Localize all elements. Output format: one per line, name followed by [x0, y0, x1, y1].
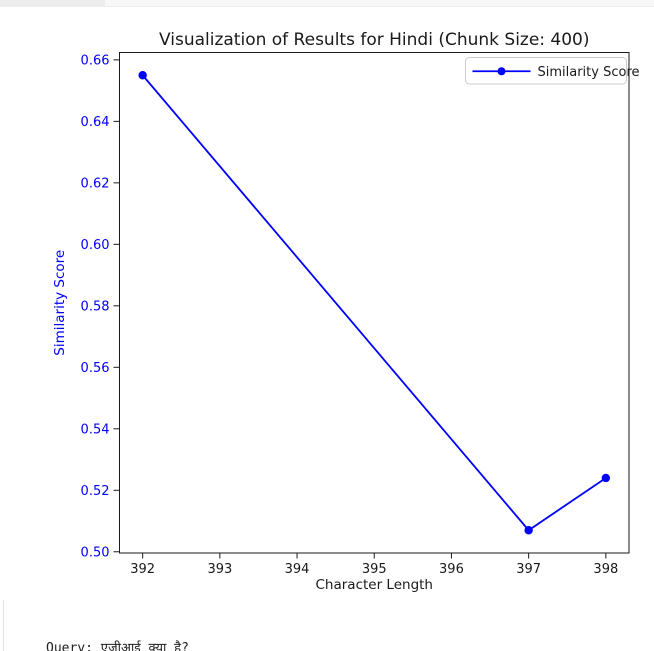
chart-title: Visualization of Results for Hindi (Chun…	[159, 30, 590, 50]
x-tick-label: 395	[362, 562, 387, 577]
notebook-top-strip	[0, 0, 654, 7]
query-text: Query: एजीआई क्या है?	[46, 641, 189, 651]
data-point	[524, 526, 533, 535]
line-chart: Visualization of Results for Hindi (Chun…	[52, 30, 640, 593]
data-point	[138, 71, 147, 80]
y-tick-label: 0.50	[81, 545, 110, 560]
console-output: Query: एजीआई क्या है? Average Similarity…	[46, 601, 234, 651]
data-point	[601, 473, 611, 483]
x-tick-label: 398	[593, 562, 618, 577]
y-tick-label: 0.54	[81, 422, 110, 437]
y-tick-label: 0.58	[81, 299, 110, 314]
plot-frame	[119, 52, 630, 554]
legend-sample-marker	[497, 67, 506, 76]
x-tick-label: 397	[516, 562, 541, 577]
legend-box	[465, 57, 627, 85]
y-tick-label: 0.66	[81, 53, 110, 68]
x-tick-label: 393	[207, 562, 232, 577]
x-tick-label: 394	[285, 562, 310, 577]
x-tick-label: 396	[439, 562, 464, 577]
legend-label: Similarity Score	[538, 65, 640, 80]
y-tick-label: 0.56	[81, 361, 110, 376]
y-tick-label: 0.62	[81, 176, 110, 191]
y-tick-label: 0.52	[81, 484, 110, 499]
x-tick-label: 392	[130, 562, 155, 577]
series-line	[141, 74, 607, 532]
y-tick-label: 0.64	[81, 115, 110, 130]
notebook-top-strip-segment	[0, 0, 105, 7]
y-axis-label: Similarity Score	[52, 250, 68, 356]
y-tick-label: 0.60	[81, 238, 110, 253]
chart-figure-output: Visualization of Results for Hindi (Chun…	[0, 8, 654, 600]
x-axis-label: Character Length	[315, 577, 433, 593]
